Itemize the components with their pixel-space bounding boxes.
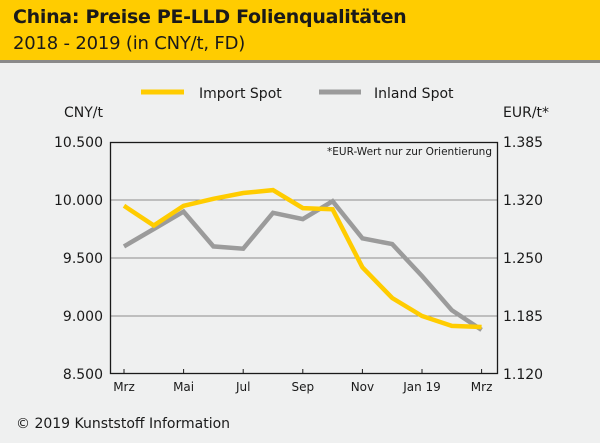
legend: Import Spot Inland Spot	[141, 86, 454, 102]
y-ticks-left: 8.500 9.000 9.500 10.000 10.500	[54, 135, 103, 383]
series-line-import-spot	[122, 187, 482, 330]
header-banner	[0, 0, 600, 60]
y-tick-label-left: 10.500	[54, 135, 103, 151]
x-ticks: Mrz Mai Jul Sep Nov Jan 19 Mrz	[113, 369, 492, 394]
header-divider	[0, 60, 600, 63]
y-tick-label-left: 9.000	[63, 309, 103, 325]
y-axis-label-right: EUR/t*	[503, 105, 549, 121]
legend-label-import-spot: Import Spot	[199, 86, 282, 102]
y-tick-label-right: 1.185	[503, 309, 543, 325]
y-tick-label-right: 1.250	[503, 251, 543, 267]
copyright-footer: © 2019 Kunststoff Information	[16, 416, 231, 432]
data-series	[122, 187, 483, 332]
y-axis-label-left: CNY/t	[64, 105, 104, 121]
y-tick-label-left: 9.500	[63, 251, 103, 267]
x-tick-label: Sep	[291, 380, 314, 394]
y-tick-label-right: 1.320	[503, 193, 543, 209]
y-tick-label-right: 1.385	[503, 135, 543, 151]
y-tick-label-left: 8.500	[63, 367, 103, 383]
y-tick-label-right: 1.120	[503, 367, 543, 383]
chart-title: China: Preise PE-LLD Folienqualitäten	[13, 6, 407, 28]
x-tick-label: Jul	[235, 380, 250, 394]
x-tick-label: Mrz	[471, 380, 493, 394]
x-tick-label: Mrz	[113, 380, 135, 394]
x-tick-label: Jan 19	[402, 380, 441, 394]
gridlines	[110, 199, 497, 317]
series-line-inland-spot	[122, 198, 483, 332]
x-tick-label: Mai	[173, 380, 194, 394]
chart-subtitle: 2018 - 2019 (in CNY/t, FD)	[13, 33, 246, 54]
eur-annotation: *EUR-Wert nur zur Orientierung	[327, 146, 492, 158]
plot-frame	[109, 141, 499, 375]
y-tick-label-left: 10.000	[54, 193, 103, 209]
y-ticks-right: 1.120 1.185 1.250 1.320 1.385	[503, 135, 543, 383]
x-tick-label: Nov	[351, 380, 374, 394]
legend-label-inland-spot: Inland Spot	[374, 86, 454, 102]
